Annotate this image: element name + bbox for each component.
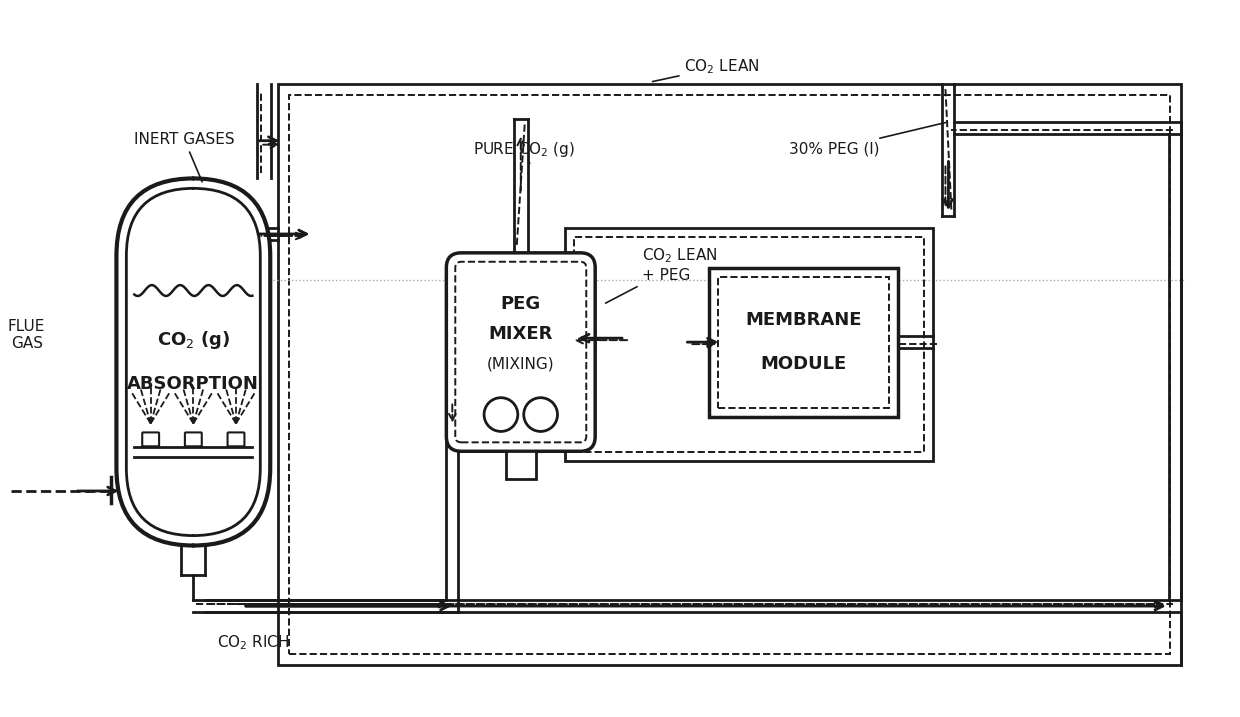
- Bar: [709, 267, 898, 417]
- Bar: [278, 84, 1180, 665]
- Bar: [565, 228, 932, 461]
- Text: PURE CO$_2$ (g): PURE CO$_2$ (g): [474, 140, 575, 163]
- Text: PEG: PEG: [501, 295, 541, 313]
- FancyBboxPatch shape: [143, 432, 159, 446]
- FancyBboxPatch shape: [446, 253, 595, 451]
- Text: MODULE: MODULE: [760, 355, 847, 373]
- Text: MIXER: MIXER: [489, 326, 553, 343]
- Text: FLUE
GAS: FLUE GAS: [7, 319, 46, 351]
- Bar: [718, 277, 889, 408]
- Text: 30% PEG (l): 30% PEG (l): [789, 123, 946, 156]
- Bar: [574, 237, 924, 452]
- FancyBboxPatch shape: [228, 432, 244, 446]
- Text: CO$_2$ RICH: CO$_2$ RICH: [217, 633, 289, 652]
- Bar: [506, 451, 536, 479]
- FancyBboxPatch shape: [185, 432, 202, 446]
- Text: MEMBRANE: MEMBRANE: [745, 311, 862, 329]
- Bar: [289, 95, 1169, 654]
- Text: CO$_2$ (g): CO$_2$ (g): [156, 329, 229, 351]
- Text: ABSORPTION: ABSORPTION: [128, 375, 259, 393]
- Text: INERT GASES: INERT GASES: [134, 132, 234, 182]
- Text: (MIXING): (MIXING): [487, 356, 554, 371]
- Text: CO$_2$ LEAN
+ PEG: CO$_2$ LEAN + PEG: [605, 247, 717, 303]
- Text: CO$_2$ LEAN: CO$_2$ LEAN: [652, 57, 760, 82]
- FancyBboxPatch shape: [117, 179, 270, 546]
